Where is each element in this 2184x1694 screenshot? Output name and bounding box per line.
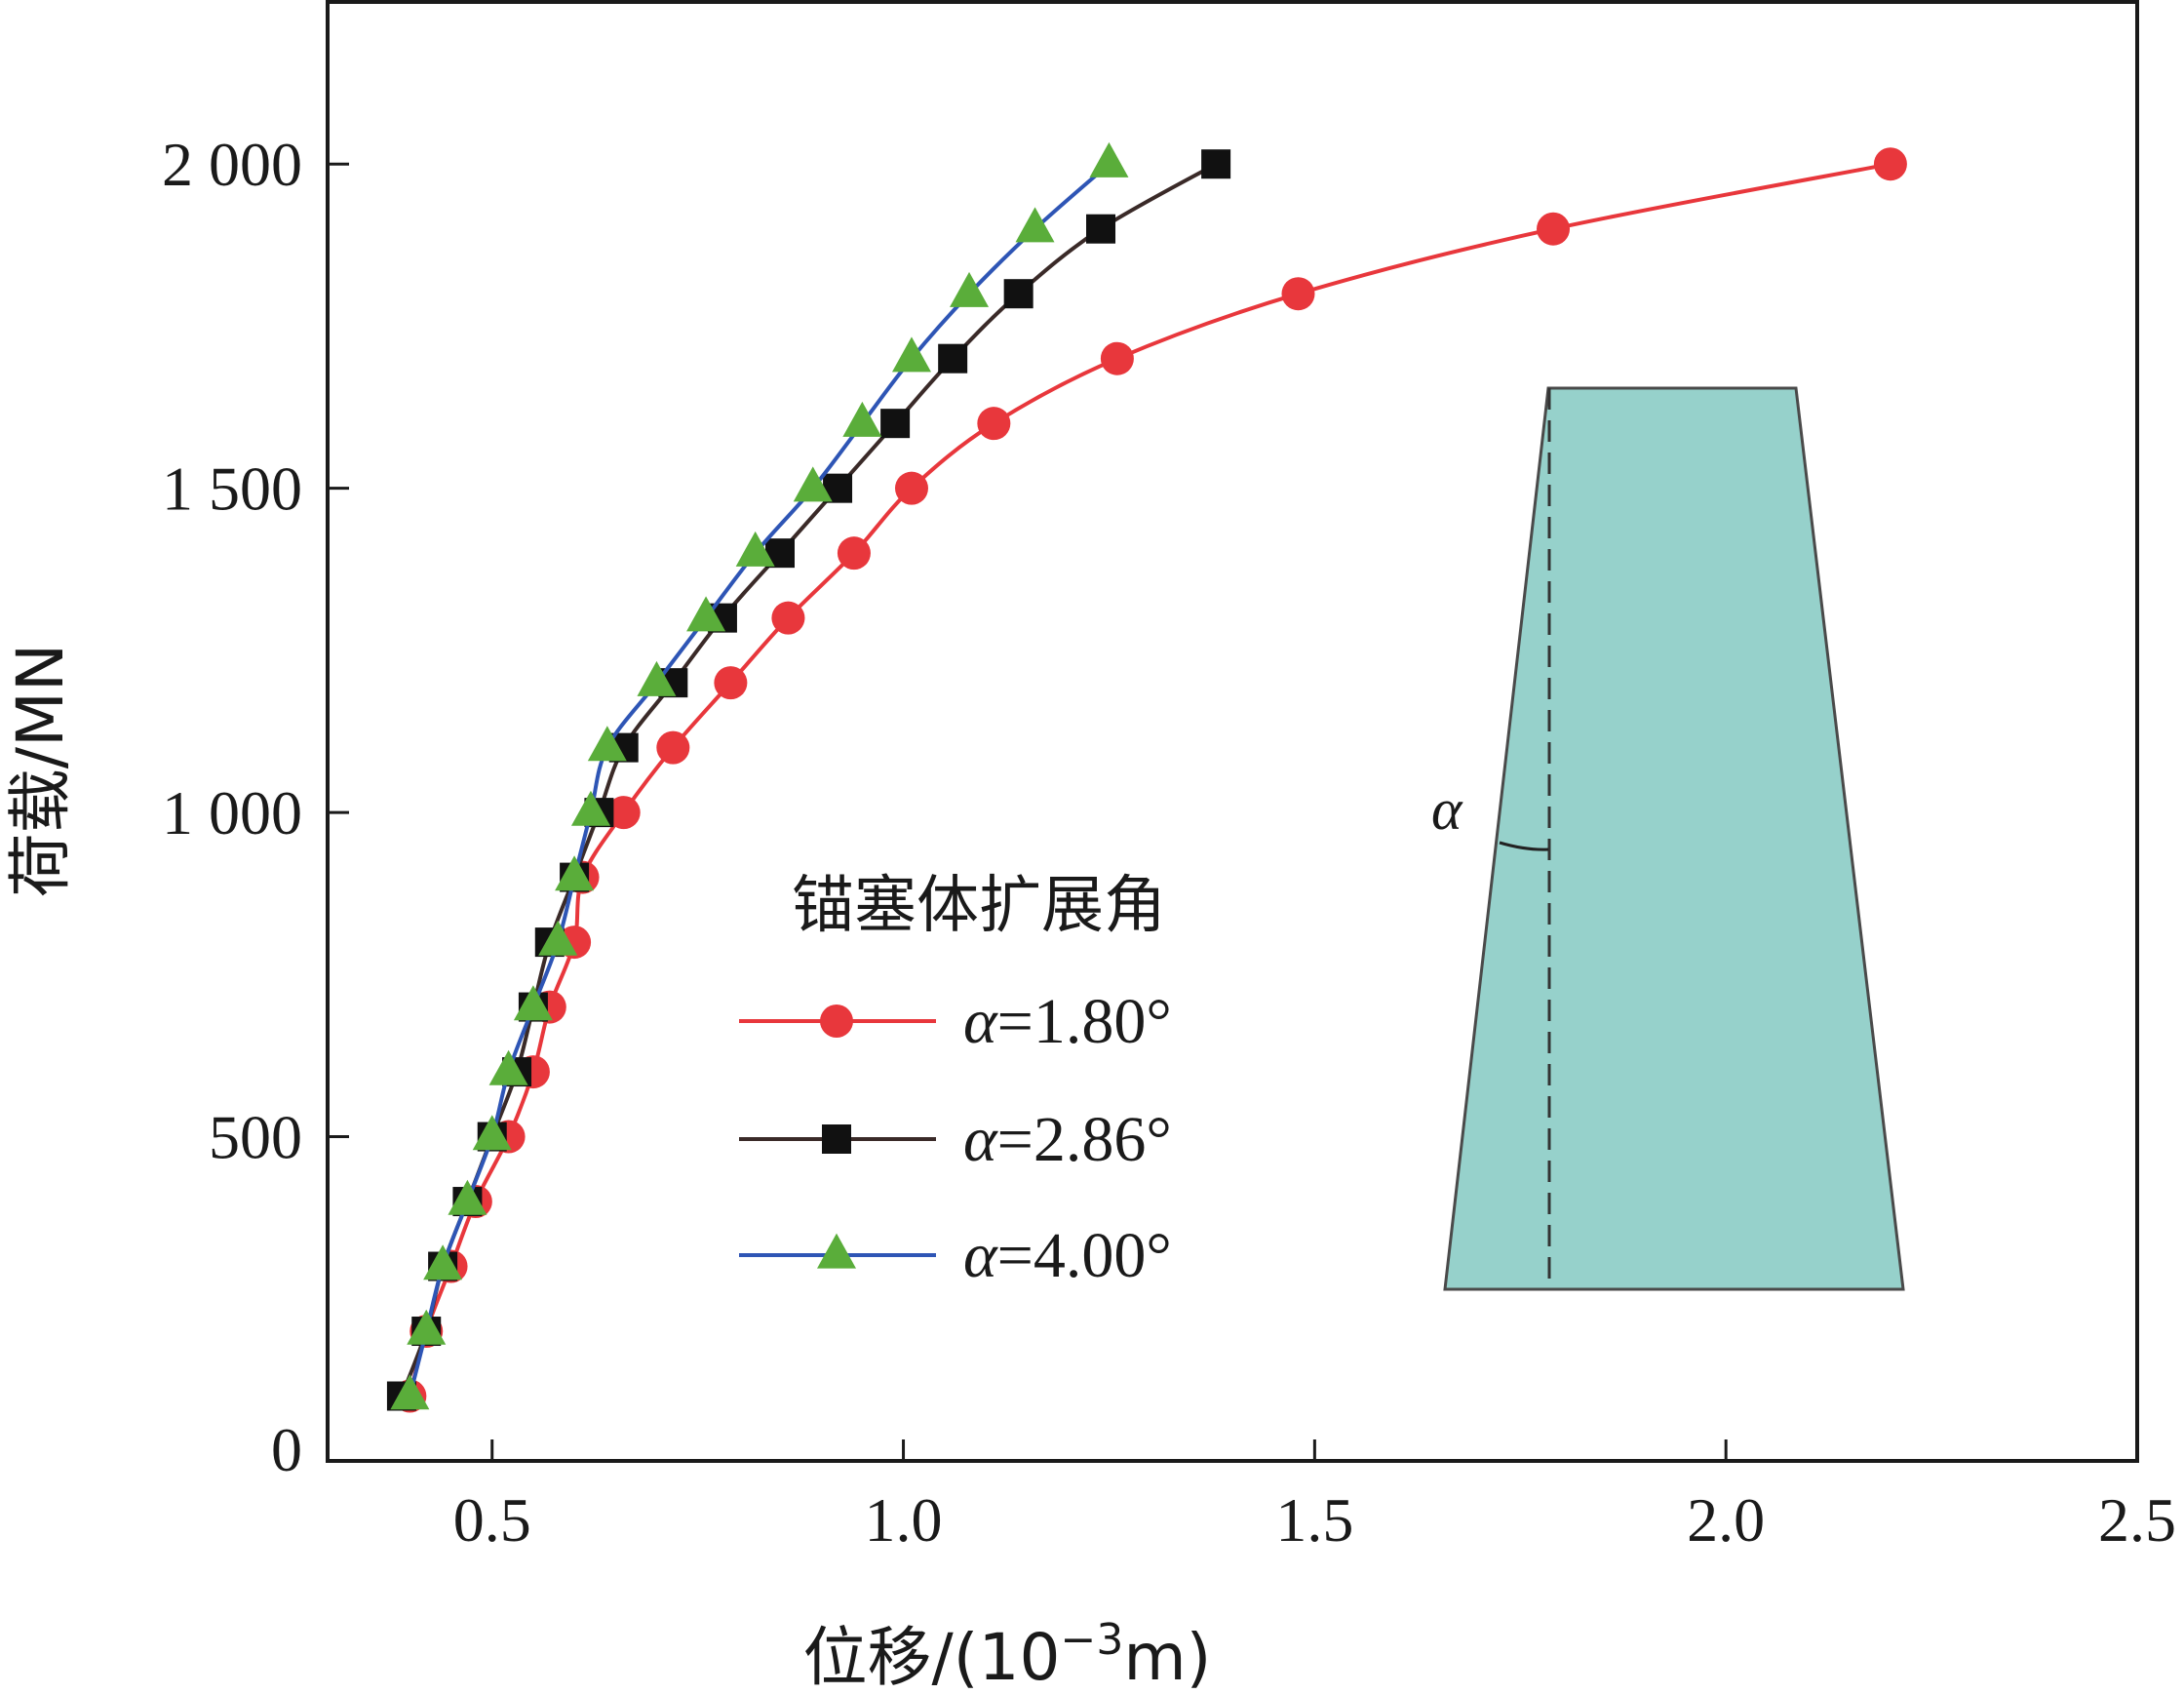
y-tick-label: 1 000	[162, 778, 302, 847]
data-point	[555, 855, 595, 891]
data-point	[950, 271, 990, 307]
series-line	[400, 162, 1218, 1398]
data-point	[1086, 214, 1116, 244]
series-layer	[386, 141, 1907, 1413]
data-point	[390, 1374, 430, 1410]
legend-label: α=1.80°	[963, 986, 1172, 1057]
axes-layer: 0.5 1.0 1.5 2.0 2.5 0 500 1 000 1 500 2 000	[162, 0, 2176, 1555]
series-3	[390, 141, 1129, 1410]
data-point	[606, 796, 641, 830]
data-point	[714, 666, 748, 700]
inset-anchor-diagram: α	[1431, 386, 1905, 1291]
y-axis-title: 荷载/MN	[3, 644, 78, 898]
legend-entry-2: α=2.86°	[739, 1104, 1172, 1175]
legend-entry-1: α=1.80°	[739, 986, 1172, 1057]
data-point	[637, 660, 677, 696]
data-point	[977, 407, 1011, 441]
legend-title: 锚塞体扩展角	[792, 870, 1166, 942]
plot-frame	[326, 0, 2139, 1463]
x-tick-label: 2.0	[1687, 1485, 1765, 1555]
data-point	[771, 601, 805, 635]
data-point	[1537, 212, 1571, 246]
legend-label: α=4.00°	[963, 1220, 1172, 1291]
legend-entry-3: α=4.00°	[739, 1220, 1172, 1291]
data-point	[538, 920, 578, 956]
data-point	[894, 471, 928, 505]
data-point	[686, 596, 726, 632]
data-point	[448, 1179, 488, 1215]
data-point	[842, 401, 882, 437]
y-tick-label: 1 500	[162, 454, 302, 524]
data-point	[1201, 149, 1231, 179]
y-tick-label: 0	[271, 1415, 302, 1484]
data-point	[938, 343, 968, 374]
x-tick-label: 0.5	[453, 1485, 531, 1555]
data-point	[472, 1115, 512, 1151]
data-point	[1003, 279, 1034, 309]
x-tick-label: 2.5	[2098, 1485, 2176, 1555]
inset-angle-arc	[1499, 841, 1549, 851]
legend-label: α=2.86°	[963, 1104, 1172, 1175]
data-point	[513, 985, 553, 1021]
data-point	[570, 790, 610, 826]
data-point	[793, 466, 833, 502]
x-tick-label: 1.0	[865, 1485, 943, 1555]
data-point	[407, 1309, 447, 1345]
legend: 锚塞体扩展角 α=1.80° α=2.86° α=4.00°	[739, 870, 1172, 1291]
data-point	[423, 1244, 463, 1280]
x-axis-title: 位移/(10−3m)	[803, 1615, 1212, 1694]
legend-marker	[820, 1005, 853, 1038]
data-point	[587, 726, 627, 762]
inset-angle-label: α	[1431, 777, 1463, 842]
legend-marker	[822, 1124, 851, 1154]
inset-trapezoid	[1443, 386, 1905, 1291]
data-point	[837, 536, 871, 571]
data-point	[656, 730, 690, 765]
data-point	[488, 1049, 528, 1085]
data-point	[1089, 141, 1129, 177]
data-point	[735, 531, 775, 567]
series-line	[408, 162, 1111, 1398]
data-point	[891, 336, 931, 373]
data-point	[1873, 147, 1907, 181]
data-point	[1015, 207, 1055, 243]
data-point	[1281, 277, 1315, 311]
y-tick-label: 2 000	[162, 130, 302, 199]
data-point	[1100, 341, 1134, 375]
x-tick-label: 1.5	[1275, 1485, 1353, 1555]
legend-marker	[817, 1233, 856, 1269]
data-point	[880, 409, 911, 439]
y-tick-label: 500	[209, 1103, 302, 1172]
